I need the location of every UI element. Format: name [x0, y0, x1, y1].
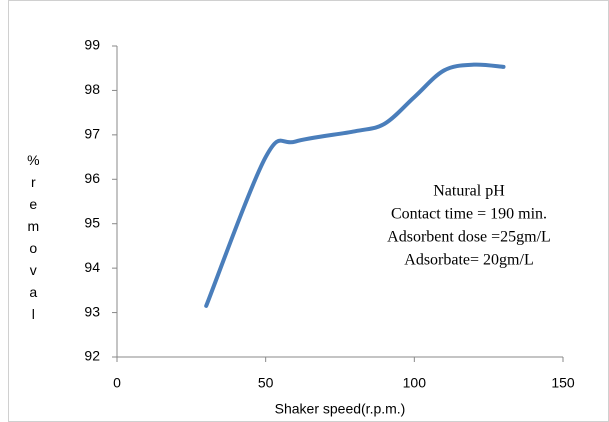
y-axis-label: %removal — [25, 152, 41, 328]
annotation: Contact time = 190 min. — [391, 206, 547, 223]
y-tick-label: 98 — [84, 81, 100, 97]
y-tick-label: 92 — [84, 348, 100, 364]
annotation: Natural pH — [433, 183, 505, 200]
y-tick-label: 97 — [84, 126, 100, 142]
y-tick-label: 94 — [84, 259, 100, 275]
x-tick-label: 100 — [403, 375, 427, 391]
annotation: Adsorbate= 20gm/L — [404, 252, 533, 269]
x-tick-label: 0 — [113, 375, 121, 391]
data-line — [204, 62, 506, 308]
x-axis-label: Shaker speed(r.p.m.) — [275, 401, 406, 417]
x-tick-label: 50 — [258, 375, 274, 391]
y-tick-label: 96 — [84, 170, 100, 186]
annotation: Adsorbent dose =25gm/L — [387, 229, 551, 246]
y-tick-label: 95 — [84, 214, 100, 230]
y-tick-label: 93 — [84, 303, 100, 319]
x-tick-label: 150 — [551, 375, 575, 391]
y-tick-label: 99 — [84, 37, 100, 53]
